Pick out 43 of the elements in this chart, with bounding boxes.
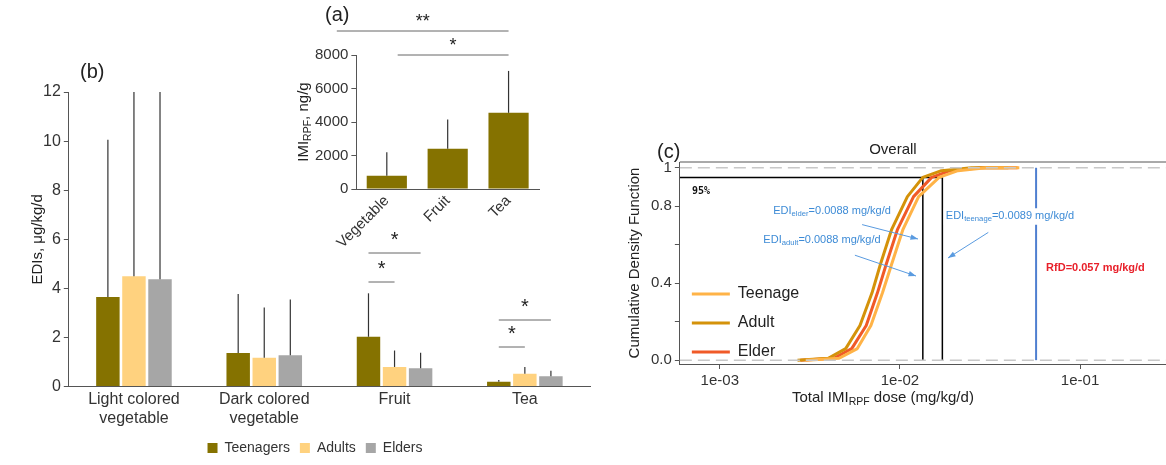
y-tick-label: 12 (43, 82, 61, 100)
text: ** (415, 10, 430, 31)
legend-label: Teenage (737, 284, 800, 302)
legend-label: Adults (316, 438, 356, 455)
y-tick-label: 8000 (314, 45, 349, 63)
y-tick-label: 4 (51, 278, 61, 296)
y-tick-label: 6000 (314, 78, 349, 96)
y-tick-label: 0.8 (650, 196, 672, 214)
y-axis-title: Cumulative Density Function (625, 167, 643, 359)
legend-label: Elder (737, 342, 776, 360)
legend-label: Elders (382, 438, 423, 455)
annotation: * (520, 294, 529, 317)
x-tick-label: Tea (484, 191, 515, 221)
x-tick-label: 1e-03 (700, 371, 739, 389)
y-tick-label: 10 (43, 131, 61, 149)
text: * (449, 34, 457, 55)
x-tick-label: 1e-02 (880, 371, 920, 389)
y-axis-title: IMIRPF, ng/g (294, 82, 314, 162)
ref-line-label: RfD=0.057 mg/kg/d (1046, 260, 1145, 273)
legend-label: Teenagers (224, 438, 290, 455)
y-tick-label: 0.4 (650, 273, 672, 291)
y-tick-label: 2 (51, 327, 61, 345)
annotation: 95% (691, 184, 710, 196)
y-tick-label: 0 (51, 377, 61, 395)
y-tick-label: 4000 (314, 112, 349, 130)
y-axis-title: EDIs, μg/kg/d (28, 194, 46, 285)
y-tick-label: 0.0 (650, 350, 672, 368)
x-tick-label: Light colored vegetable (88, 389, 180, 426)
chart-title: (b) (80, 59, 105, 82)
chart-subtitle: Overall (869, 140, 917, 158)
y-tick-label: 0 (340, 179, 349, 197)
legend-label: Adult (737, 313, 775, 331)
x-tick-label: 1e-01 (1060, 371, 1100, 389)
chart-title: (a) (325, 2, 350, 25)
y-tick-label: 8 (51, 180, 61, 198)
x-tick-label: Tea (511, 389, 538, 407)
y-tick-label: 2000 (314, 145, 349, 163)
annotation: * (377, 256, 386, 279)
y-tick-label: 6 (51, 229, 61, 247)
x-tick-label: Fruit (378, 389, 412, 407)
annotation: * (507, 321, 516, 344)
annotation: * (390, 227, 399, 250)
x-tick-label: Dark colored vegetable (218, 389, 310, 426)
